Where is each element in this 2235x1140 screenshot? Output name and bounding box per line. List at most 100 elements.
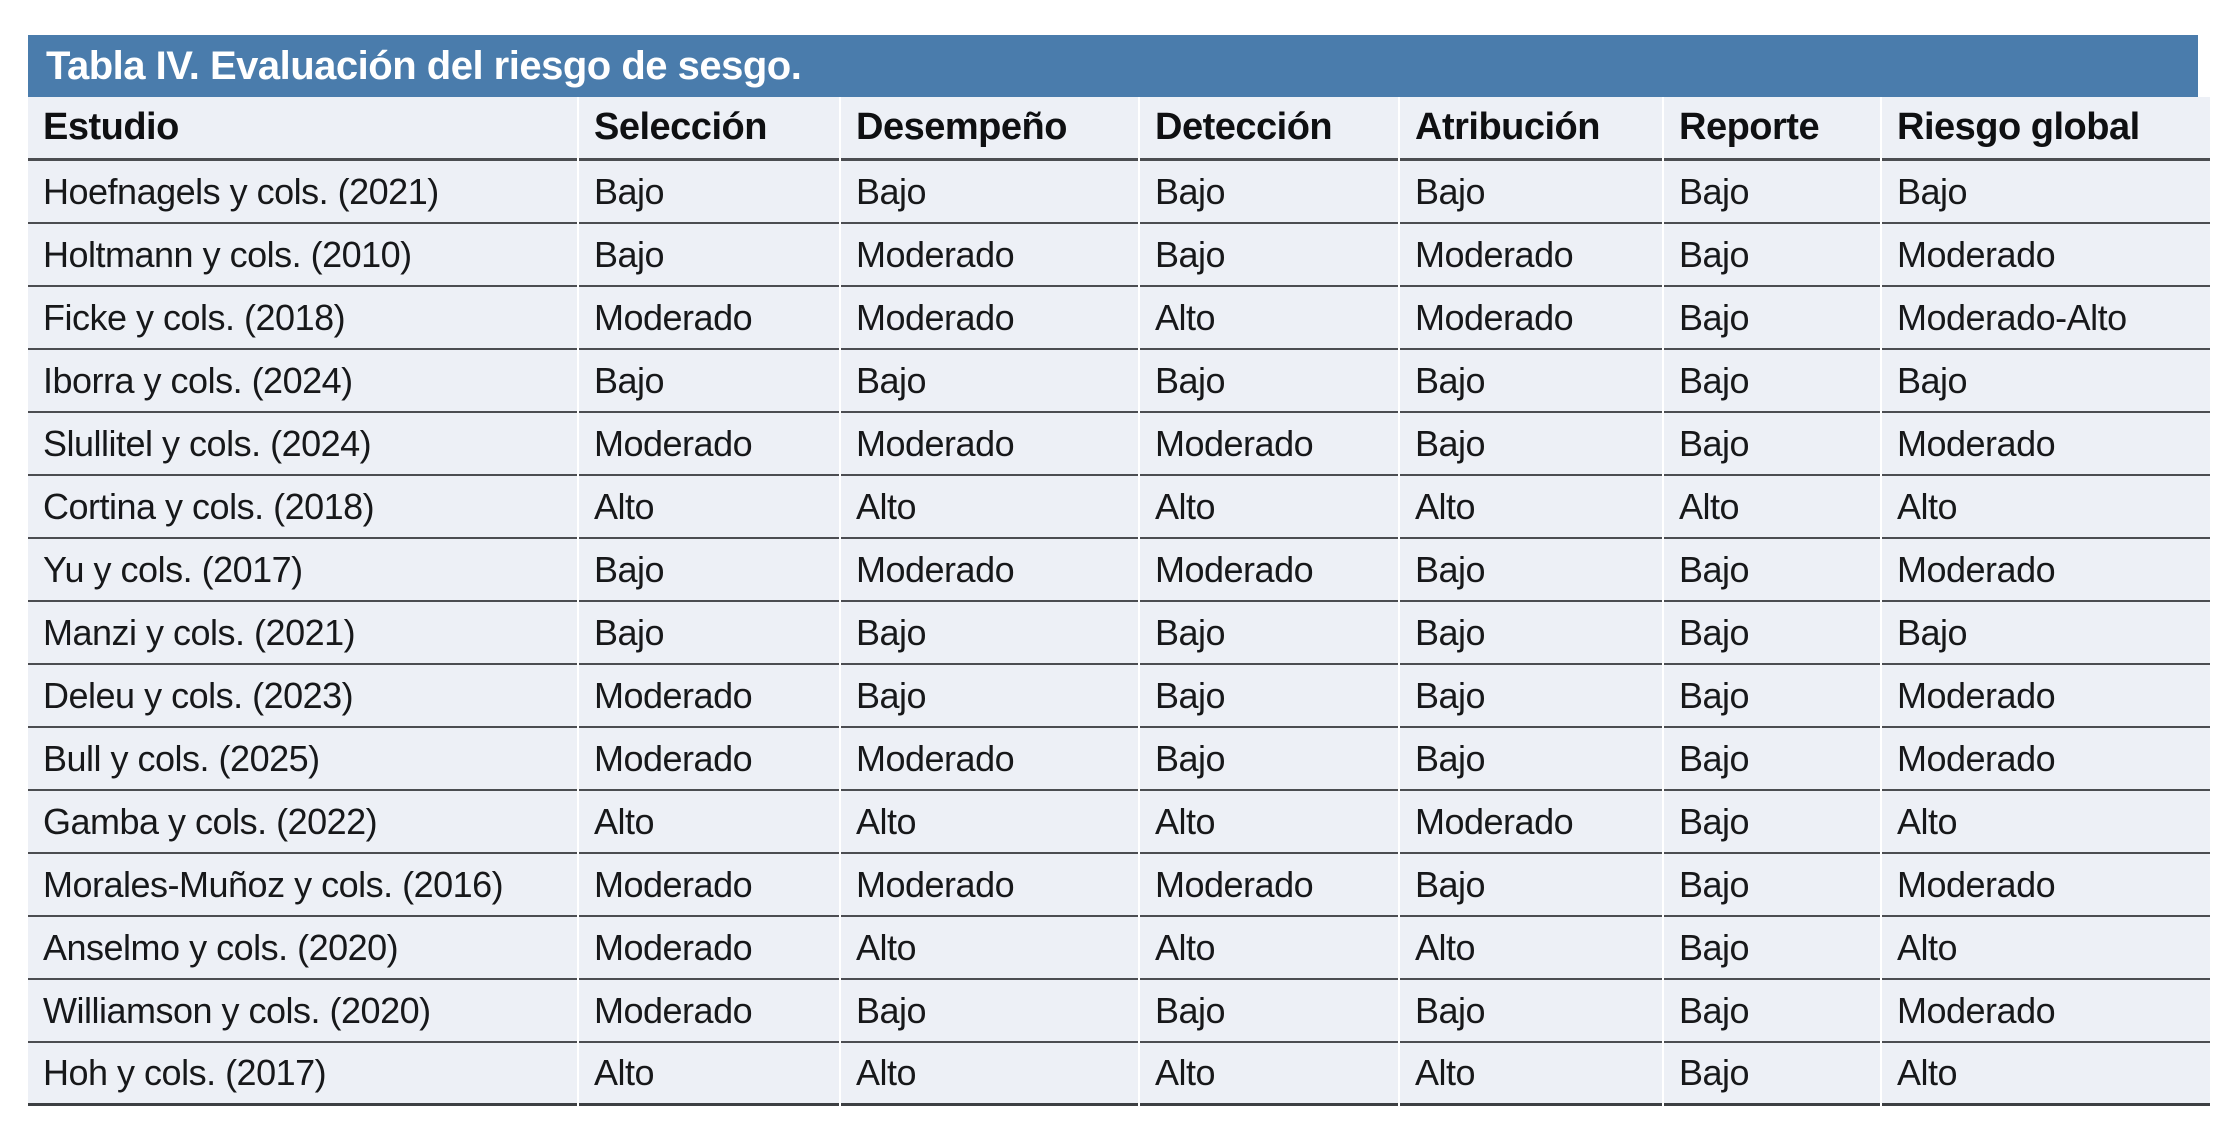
- value-cell: Moderado: [579, 665, 839, 728]
- table-row: Bull y cols. (2025) Moderado Moderado Bajo B…: [28, 728, 2210, 791]
- value-cell: Moderado: [1400, 224, 1662, 287]
- value-cell: Bajo: [1400, 161, 1662, 224]
- table-row: Ficke y cols. (2018) Moderado Moderado Alto…: [28, 287, 2210, 350]
- value-cell: Alto: [1664, 476, 1880, 539]
- value-cell: Alto: [841, 917, 1138, 980]
- value-cell: Bajo: [841, 350, 1138, 413]
- value-cell: Moderado: [1400, 791, 1662, 854]
- table-row: Williamson y cols. (2020) Moderado Bajo Baj…: [28, 980, 2210, 1043]
- value-cell: Bajo: [1400, 854, 1662, 917]
- value-cell: Alto: [1140, 917, 1398, 980]
- study-cell: Anselmo y cols. (2020): [28, 917, 577, 980]
- value-cell: Bajo: [1664, 1043, 1880, 1106]
- value-cell: Alto: [841, 476, 1138, 539]
- value-cell: Moderado: [1882, 665, 2210, 728]
- study-cell: Iborra y cols. (2024): [28, 350, 577, 413]
- value-cell: Bajo: [1664, 602, 1880, 665]
- value-cell: Alto: [579, 791, 839, 854]
- column-header-riesgo-global: Riesgo global: [1882, 97, 2210, 161]
- table-row: Manzi y cols. (2021) Bajo Bajo Bajo Bajo Bajo…: [28, 602, 2210, 665]
- value-cell: Bajo: [1400, 350, 1662, 413]
- value-cell: Moderado: [1140, 539, 1398, 602]
- value-cell: Moderado: [579, 287, 839, 350]
- study-cell: Williamson y cols. (2020): [28, 980, 577, 1043]
- value-cell: Moderado: [1140, 413, 1398, 476]
- table-title-bar: Tabla IV. Evaluación del riesgo de sesgo…: [28, 35, 2198, 97]
- value-cell: Bajo: [1664, 980, 1880, 1043]
- value-cell: Bajo: [1664, 350, 1880, 413]
- value-cell: Moderado: [841, 413, 1138, 476]
- value-cell: Bajo: [1400, 602, 1662, 665]
- study-cell: Yu y cols. (2017): [28, 539, 577, 602]
- value-cell: Bajo: [841, 161, 1138, 224]
- value-cell: Bajo: [1664, 728, 1880, 791]
- value-cell: Bajo: [1400, 728, 1662, 791]
- value-cell: Moderado: [1882, 728, 2210, 791]
- value-cell: Bajo: [1882, 161, 2210, 224]
- column-header-selecci-n: Selección: [579, 97, 839, 161]
- value-cell: Alto: [1882, 791, 2210, 854]
- value-cell: Bajo: [1140, 602, 1398, 665]
- table-row: Slullitel y cols. (2024) Moderado Moderado…: [28, 413, 2210, 476]
- value-cell: Bajo: [579, 602, 839, 665]
- study-cell: Manzi y cols. (2021): [28, 602, 577, 665]
- study-cell: Ficke y cols. (2018): [28, 287, 577, 350]
- value-cell: Bajo: [1140, 224, 1398, 287]
- value-cell: Bajo: [1400, 980, 1662, 1043]
- value-cell: Alto: [1400, 917, 1662, 980]
- value-cell: Bajo: [1400, 413, 1662, 476]
- value-cell: Alto: [1882, 476, 2210, 539]
- value-cell: Bajo: [1882, 350, 2210, 413]
- table-row: Morales-Muñoz y cols. (2016) Moderado Mode…: [28, 854, 2210, 917]
- study-cell: Holtmann y cols. (2010): [28, 224, 577, 287]
- value-cell: Alto: [1140, 287, 1398, 350]
- value-cell: Bajo: [579, 350, 839, 413]
- value-cell: Alto: [579, 1043, 839, 1106]
- value-cell: Bajo: [1140, 350, 1398, 413]
- table-row: Deleu y cols. (2023) Moderado Bajo Bajo Bajo…: [28, 665, 2210, 728]
- value-cell: Moderado: [841, 539, 1138, 602]
- value-cell: Alto: [1882, 917, 2210, 980]
- value-cell: Alto: [1400, 1043, 1662, 1106]
- value-cell: Bajo: [1664, 854, 1880, 917]
- value-cell: Bajo: [1664, 224, 1880, 287]
- table-row: Gamba y cols. (2022) Alto Alto Alto Moderado…: [28, 791, 2210, 854]
- value-cell: Alto: [841, 1043, 1138, 1106]
- risk-of-bias-table-card: Tabla IV. Evaluación del riesgo de sesgo…: [28, 35, 2210, 1106]
- value-cell: Bajo: [1882, 602, 2210, 665]
- table-row: Hoefnagels y cols. (2021) Bajo Bajo Bajo Baj…: [28, 161, 2210, 224]
- value-cell: Moderado: [579, 854, 839, 917]
- value-cell: Moderado: [1400, 287, 1662, 350]
- value-cell: Moderado: [841, 728, 1138, 791]
- value-cell: Moderado: [1882, 854, 2210, 917]
- value-cell: Bajo: [841, 665, 1138, 728]
- value-cell: Alto: [1882, 1043, 2210, 1106]
- value-cell: Moderado: [841, 224, 1138, 287]
- value-cell: Bajo: [841, 980, 1138, 1043]
- value-cell: Alto: [1140, 791, 1398, 854]
- table-row: Yu y cols. (2017) Bajo Moderado Moderado Baj…: [28, 539, 2210, 602]
- study-cell: Morales-Muñoz y cols. (2016): [28, 854, 577, 917]
- table-header-row: Estudio Selección Desempeño Detección Atribu…: [28, 97, 2210, 161]
- value-cell: Bajo: [1140, 665, 1398, 728]
- value-cell: Bajo: [1140, 980, 1398, 1043]
- value-cell: Moderado: [841, 854, 1138, 917]
- value-cell: Moderado: [579, 980, 839, 1043]
- study-cell: Gamba y cols. (2022): [28, 791, 577, 854]
- value-cell: Bajo: [579, 539, 839, 602]
- column-header-estudio: Estudio: [28, 97, 577, 161]
- study-cell: Hoefnagels y cols. (2021): [28, 161, 577, 224]
- column-header-detecci-n: Detección: [1140, 97, 1398, 161]
- table-row: Holtmann y cols. (2010) Bajo Moderado Bajo M…: [28, 224, 2210, 287]
- table-row: Hoh y cols. (2017) Alto Alto Alto Alto Bajo Al…: [28, 1043, 2210, 1106]
- value-cell: Moderado: [1882, 980, 2210, 1043]
- value-cell: Bajo: [1664, 791, 1880, 854]
- column-header-atribuci-n: Atribución: [1400, 97, 1662, 161]
- value-cell: Bajo: [1664, 539, 1880, 602]
- value-cell: Bajo: [1664, 413, 1880, 476]
- table-row: Cortina y cols. (2018) Alto Alto Alto Alto Al…: [28, 476, 2210, 539]
- value-cell: Moderado: [579, 413, 839, 476]
- value-cell: Alto: [1140, 1043, 1398, 1106]
- value-cell: Bajo: [579, 161, 839, 224]
- column-header-desempe-o: Desempeño: [841, 97, 1138, 161]
